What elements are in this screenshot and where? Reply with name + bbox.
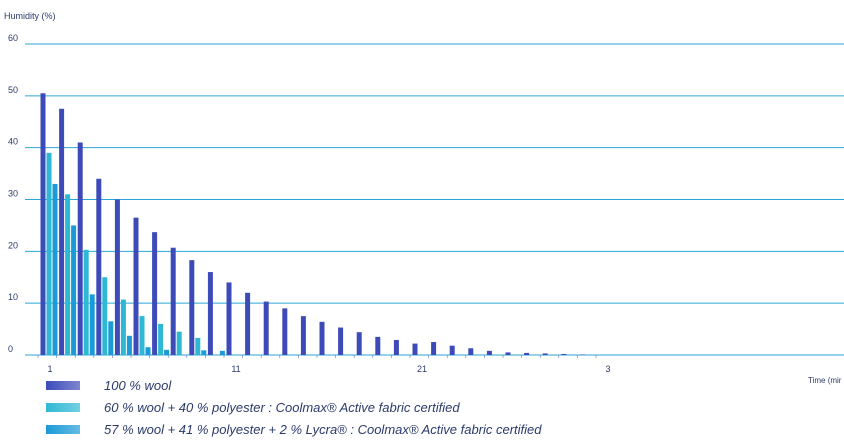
grid (25, 43, 844, 358)
bar-3-5 (126, 335, 132, 355)
legend-label-wool: 100 % wool (104, 377, 172, 393)
bar-1-9 (189, 260, 195, 355)
bar-1-16 (319, 321, 325, 355)
bar-3-1 (52, 183, 58, 355)
y-tick-label: 0 (8, 344, 13, 354)
bar-1-7 (152, 232, 158, 355)
bar-2-6 (139, 316, 145, 355)
bar-2-2 (65, 194, 71, 355)
bar-3-4 (108, 321, 114, 355)
bar-1-19 (375, 336, 381, 355)
bar-1-1 (40, 93, 46, 355)
bar-1-22 (431, 342, 437, 355)
legend: 100 % wool 60 % wool + 40 % polyester : … (46, 374, 826, 440)
bar-1-28 (542, 353, 548, 355)
y-axis-label: Humidity (%) (4, 11, 56, 21)
bar-1-24 (468, 348, 474, 355)
x-tick-label: 21 (417, 364, 427, 374)
bar-2-3 (83, 249, 89, 355)
bar-1-25 (486, 350, 492, 355)
x-tick-label: 3 (605, 364, 610, 374)
bar-1-27 (524, 352, 530, 355)
bar-1-2 (59, 108, 65, 356)
legend-swatch-wool-polyester-lycra (46, 424, 80, 434)
y-tick-label: 50 (8, 85, 18, 95)
bar-2-5 (120, 299, 126, 355)
bar-2-4 (102, 277, 108, 355)
bar-1-8 (170, 247, 176, 355)
y-tick-label: 30 (8, 189, 18, 199)
legend-item-wool-polyester: 60 % wool + 40 % polyester : Coolmax® Ac… (46, 396, 826, 418)
bar-1-10 (207, 272, 213, 355)
bar-3-9 (201, 350, 207, 355)
bar-1-23 (449, 345, 455, 355)
bar-1-5 (114, 199, 120, 355)
bar-2-1 (46, 152, 52, 355)
bar-3-10 (219, 350, 225, 355)
y-tick-label: 10 (8, 292, 18, 302)
bar-1-3 (77, 142, 83, 355)
bar-1-14 (282, 308, 288, 355)
bar-1-15 (300, 316, 306, 355)
y-tick-label: 40 (8, 137, 18, 147)
bar-1-11 (226, 282, 232, 355)
bar-1-13 (263, 301, 269, 355)
x-tick-label: 11 (231, 364, 240, 374)
bar-1-30 (579, 354, 585, 355)
bar-3-7 (164, 349, 170, 355)
x-tick-labels: 1 11 21 3 (47, 364, 610, 374)
x-axis-label: Time (mir (808, 376, 842, 385)
bar-2-8 (176, 331, 182, 355)
bar-1-21 (412, 343, 418, 355)
bar-1-6 (133, 217, 139, 355)
legend-item-wool: 100 % wool (46, 374, 826, 396)
y-tick-label: 60 (8, 33, 18, 43)
y-tick-label: 20 (8, 240, 18, 250)
bar-3-2 (71, 225, 77, 355)
y-tick-labels: 0 10 20 30 40 50 60 (8, 33, 18, 354)
legend-swatch-wool-polyester (46, 402, 80, 412)
x-tick-label: 1 (47, 364, 52, 374)
bars (40, 93, 585, 356)
bar-2-7 (158, 323, 164, 355)
legend-label-wool-polyester-lycra: 57 % wool + 41 % polyester + 2 % Lycra® … (104, 421, 542, 437)
bar-1-26 (505, 352, 511, 355)
bar-1-18 (356, 332, 362, 355)
bar-1-12 (245, 292, 251, 355)
legend-label-wool-polyester: 60 % wool + 40 % polyester : Coolmax® Ac… (104, 399, 460, 415)
bar-1-29 (561, 353, 567, 355)
bar-2-9 (195, 337, 201, 355)
bar-1-20 (393, 339, 399, 355)
bar-1-17 (338, 327, 344, 355)
legend-item-wool-polyester-lycra: 57 % wool + 41 % polyester + 2 % Lycra® … (46, 418, 826, 440)
bar-3-3 (89, 294, 95, 355)
legend-swatch-wool (46, 380, 80, 390)
bar-3-6 (145, 347, 151, 355)
bar-1-4 (96, 178, 102, 355)
